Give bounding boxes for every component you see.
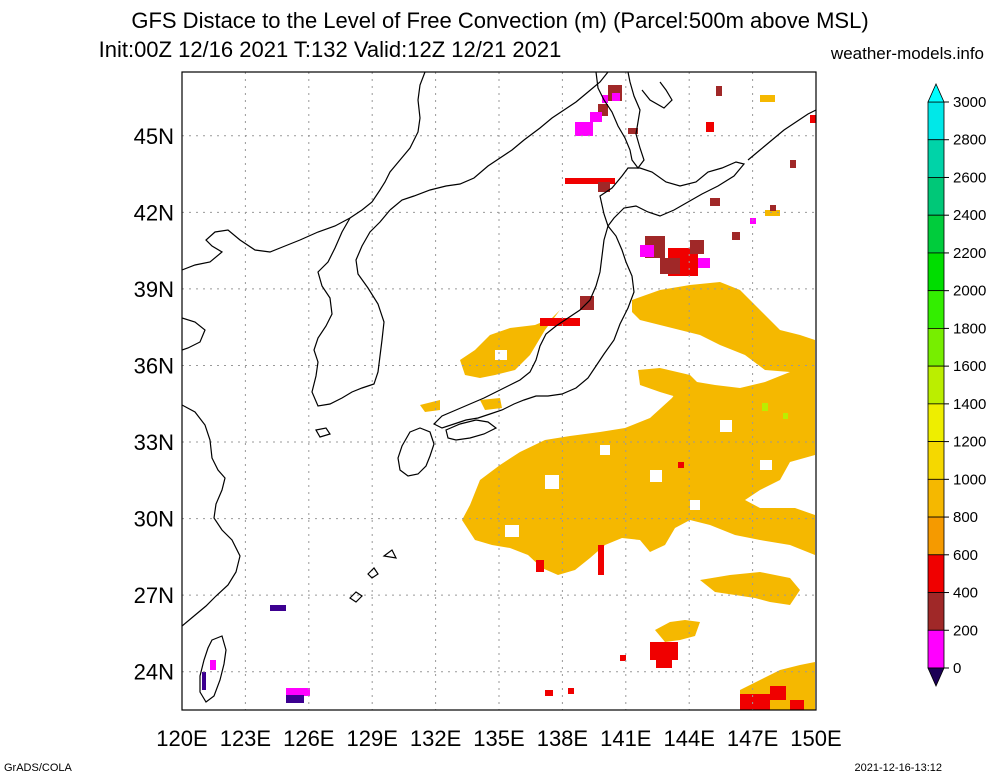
colorbar-label: 2800: [953, 132, 986, 149]
colorbar-swatch: [927, 592, 945, 631]
lon-label: 135E: [473, 726, 524, 751]
longitude-labels: 120E 123E 126E 129E 132E 135E 138E 141E 144E 147E…: [156, 726, 841, 751]
colorbar-swatch: [927, 252, 945, 292]
colorbar-label: 1800: [953, 320, 986, 337]
colorbar-label: 0: [953, 660, 961, 677]
lat-label: 30N: [134, 507, 174, 532]
colorbar-label: 400: [953, 585, 978, 602]
colorbar-swatch: [927, 403, 945, 443]
lon-label: 144E: [664, 726, 715, 751]
footer-left: GrADS/COLA: [4, 762, 72, 774]
colorbar-swatch: [927, 516, 945, 556]
field-purple: [202, 605, 304, 703]
colorbar: 3000280026002400220020001800160014001200…: [927, 83, 986, 687]
footer-right: 2021-12-16-13:12: [854, 762, 942, 774]
lat-label: 27N: [134, 583, 174, 608]
colorbar-bottom-arrow: [927, 667, 945, 687]
lat-label: 39N: [134, 277, 174, 302]
lon-label: 147E: [727, 726, 778, 751]
lon-label: 126E: [283, 726, 334, 751]
lat-lon-grid: [182, 72, 816, 710]
colorbar-label: 3000: [953, 94, 986, 111]
colorbar-swatch: [927, 629, 945, 669]
colorbar-label: 2400: [953, 207, 986, 224]
colorbar-label: 2600: [953, 169, 986, 186]
colorbar-label: 200: [953, 622, 978, 639]
colorbar-swatch: [927, 478, 945, 518]
colorbar-label: 2000: [953, 283, 986, 300]
field-orange: [420, 95, 815, 710]
field-brown: [580, 85, 796, 310]
lat-label: 33N: [134, 430, 174, 455]
lon-label: 138E: [537, 726, 588, 751]
lat-label: 45N: [134, 124, 174, 149]
colorbar-label: 600: [953, 547, 978, 564]
lon-label: 141E: [600, 726, 651, 751]
site-credit: weather-models.info: [830, 44, 984, 63]
colorbar-label: 800: [953, 509, 978, 526]
colorbar-swatch: [927, 327, 945, 367]
colorbar-label: 1600: [953, 358, 986, 375]
plot-frame: [181, 71, 817, 711]
colorbar-label: 2200: [953, 245, 986, 262]
colorbar-swatch: [927, 290, 945, 329]
colorbar-swatch: [927, 101, 945, 141]
colorbar-swatch: [927, 441, 945, 480]
colorbar-label: 1200: [953, 434, 986, 451]
field-white-holes: [495, 350, 772, 568]
colorbar-top-arrow: [927, 83, 945, 103]
colorbar-swatch: [927, 214, 945, 254]
latitude-labels: 45N 42N 39N 36N 33N 30N 27N 24N: [134, 124, 174, 685]
lon-label: 129E: [347, 726, 398, 751]
map-title: GFS Distace to the Level of Free Convect…: [131, 8, 869, 33]
coastlines: [182, 72, 816, 703]
map-subtitle: Init:00Z 12/16 2021 T:132 Valid:12Z 12/2…: [98, 37, 562, 62]
lat-label: 24N: [134, 660, 174, 685]
lat-label: 42N: [134, 200, 174, 225]
colorbar-label: 1000: [953, 471, 986, 488]
colorbar-swatch: [927, 554, 945, 593]
lon-label: 123E: [220, 726, 271, 751]
colorbar-swatch: [927, 365, 945, 405]
lon-label: 150E: [790, 726, 841, 751]
lon-label: 120E: [156, 726, 207, 751]
lon-label: 132E: [410, 726, 461, 751]
lat-label: 36N: [134, 353, 174, 378]
convection-field: [202, 85, 816, 710]
colorbar-swatch: [927, 177, 945, 216]
colorbar-swatch: [927, 139, 945, 178]
colorbar-label: 1400: [953, 396, 986, 413]
field-green-speckles: [762, 403, 788, 419]
